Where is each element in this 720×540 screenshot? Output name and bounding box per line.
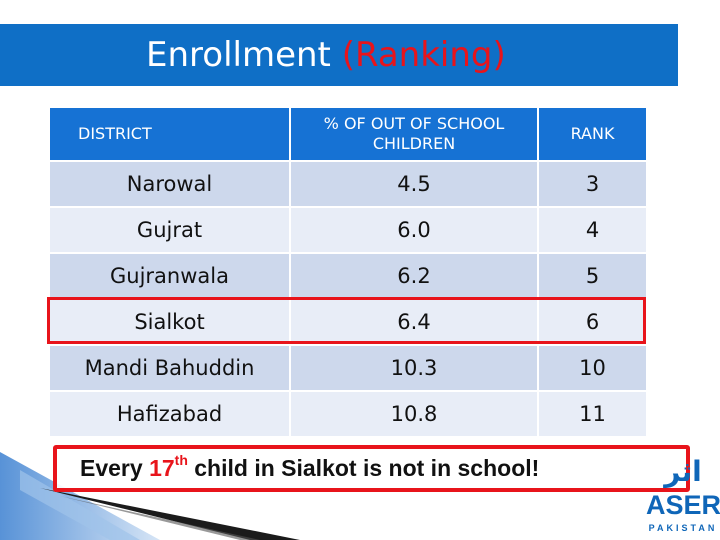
message-text: Every 17th child in Sialkot is not in sc… (80, 451, 539, 485)
percent-cell: 6.4 (290, 299, 539, 346)
district-cell: Gujranwala (50, 253, 291, 300)
header-district: DISTRICT (50, 108, 291, 162)
table-row: Gujrat 6.0 4 (50, 207, 648, 254)
district-cell: Hafizabad (50, 391, 291, 438)
slide-title: Enrollment (Ranking) (146, 30, 506, 80)
table-row: Narowal 4.5 3 (50, 161, 648, 208)
percent-cell: 6.2 (290, 253, 539, 300)
district-cell: Sialkot (50, 299, 291, 346)
percent-cell: 6.0 (290, 207, 539, 254)
rank-cell: 10 (538, 345, 648, 392)
message-after: child in Sialkot is not in school! (187, 455, 540, 481)
district-cell: Mandi Bahuddin (50, 345, 291, 392)
logo-name: ASER (646, 490, 720, 520)
table-header-row: DISTRICT % OF OUT OF SCHOOL CHILDREN RAN… (50, 108, 648, 162)
logo-subtitle: PAKISTAN (648, 523, 718, 533)
message-ordinal-number: 17 (149, 455, 175, 481)
percent-cell: 10.8 (290, 391, 539, 438)
message-ordinal-suffix: th (174, 452, 188, 469)
message-box (53, 445, 690, 492)
table-row: Gujranwala 6.2 5 (50, 253, 648, 300)
rank-cell: 6 (538, 299, 648, 346)
logo-urdu-text: اثر (664, 455, 702, 488)
district-cell: Narowal (50, 161, 291, 208)
rank-cell: 5 (538, 253, 648, 300)
message-ordinal: 17th (149, 452, 188, 481)
rank-cell: 11 (538, 391, 648, 438)
district-cell: Gujrat (50, 207, 291, 254)
rank-cell: 3 (538, 161, 648, 208)
table-row: Hafizabad 10.8 11 (50, 391, 648, 438)
title-bar (0, 24, 678, 86)
title-accent: (Ranking) (341, 35, 506, 75)
table-row-highlighted: Sialkot 6.4 6 (50, 299, 648, 346)
percent-cell: 4.5 (290, 161, 539, 208)
header-rank: RANK (538, 108, 648, 162)
aser-pakistan-logo: اثر ASER PAKISTAN (646, 455, 720, 540)
rank-cell: 4 (538, 207, 648, 254)
message-before: Every (80, 455, 150, 481)
title-main: Enrollment (146, 35, 331, 75)
table-row: Mandi Bahuddin 10.3 10 (50, 345, 648, 392)
footer-wave-decoration (0, 452, 300, 540)
header-percent: % OF OUT OF SCHOOL CHILDREN (290, 108, 539, 162)
enrollment-table: DISTRICT % OF OUT OF SCHOOL CHILDREN RAN… (50, 108, 648, 438)
percent-cell: 10.3 (290, 345, 539, 392)
sialkot-highlight-box (47, 297, 646, 344)
